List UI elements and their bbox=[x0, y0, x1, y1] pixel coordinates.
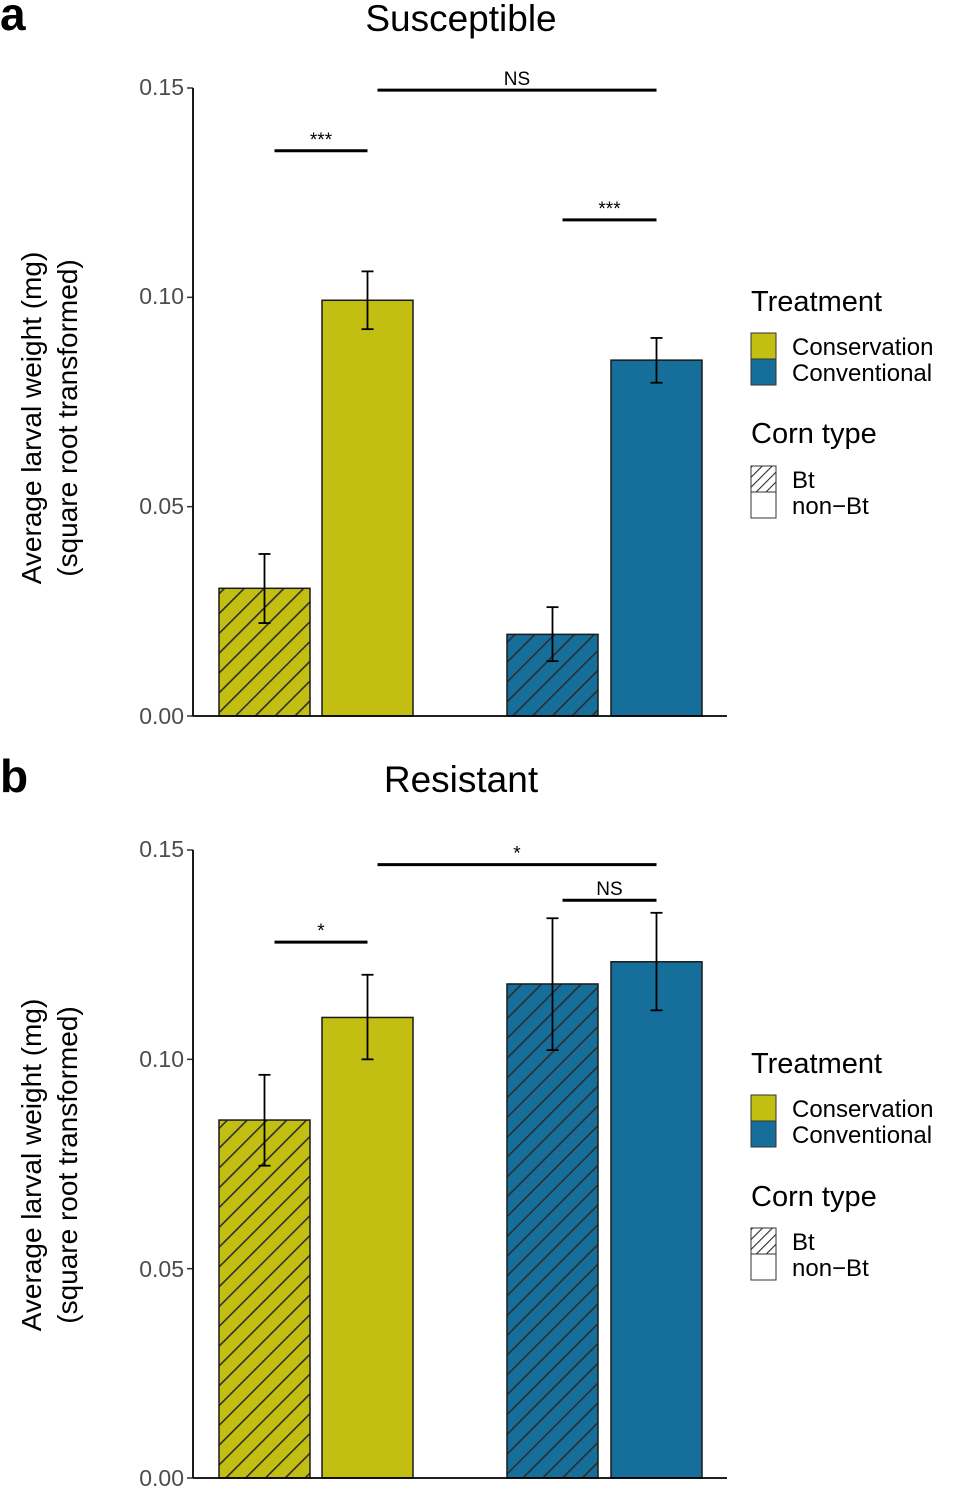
panel-letter: b bbox=[0, 750, 28, 802]
chart-title: Resistant bbox=[384, 759, 539, 800]
y-tick-label: 0.10 bbox=[139, 283, 184, 309]
legend: Treatment Conservation Conventional Corn… bbox=[750, 1048, 933, 1282]
chart-title: Susceptible bbox=[365, 0, 556, 39]
y-axis-label-line2: (square root transformed) bbox=[52, 1006, 83, 1323]
y-tick-label: 0.10 bbox=[139, 1046, 184, 1072]
significance-labels: *** *** NS bbox=[310, 69, 621, 220]
panel-b: b Resistant Average larval weight (mg) (… bbox=[0, 750, 933, 1490]
legend-title-corn-type: Corn type bbox=[751, 1181, 877, 1213]
legend-label-conservation: Conservation bbox=[792, 1096, 933, 1123]
legend-key-non-bt bbox=[750, 491, 777, 519]
legend-key-bt bbox=[750, 465, 777, 493]
y-axis-label-line1: Average larval weight (mg) bbox=[16, 999, 47, 1332]
bar-conventional-bt bbox=[506, 983, 599, 1479]
y-tick-label: 0.05 bbox=[139, 1256, 184, 1282]
panel-a: a Susceptible Average larval weight (mg)… bbox=[0, 0, 933, 729]
y-tick-label: 0.05 bbox=[139, 493, 184, 519]
plot-area bbox=[187, 849, 727, 1479]
y-axis-ticks: 0.00 0.05 0.10 0.15 bbox=[139, 74, 184, 729]
legend-label-non-bt: non−Bt bbox=[792, 1255, 869, 1282]
significance-label: NS bbox=[596, 879, 622, 900]
legend-label-conventional: Conventional bbox=[792, 360, 932, 387]
legend-title-treatment: Treatment bbox=[751, 1048, 882, 1080]
legend-key-conservation bbox=[750, 332, 777, 360]
legend-label-conventional: Conventional bbox=[792, 1122, 932, 1149]
legend-label-conservation: Conservation bbox=[792, 334, 933, 361]
legend-key-conventional bbox=[750, 358, 777, 386]
bar-conservation-non-bt bbox=[321, 1016, 414, 1479]
bar-conventional-non-bt bbox=[610, 961, 703, 1479]
legend-key-conventional bbox=[750, 1120, 777, 1148]
y-tick-label: 0.00 bbox=[139, 1465, 184, 1490]
significance-label: NS bbox=[504, 69, 530, 90]
legend-label-non-bt: non−Bt bbox=[792, 493, 869, 520]
y-axis-ticks: 0.00 0.05 0.10 0.15 bbox=[139, 836, 184, 1490]
bar-conventional-non-bt bbox=[610, 359, 703, 717]
legend-title-treatment: Treatment bbox=[751, 286, 882, 318]
y-tick-label: 0.00 bbox=[139, 703, 184, 729]
plot-area bbox=[187, 87, 727, 717]
panel-letter: a bbox=[0, 0, 26, 40]
significance-label: *** bbox=[598, 199, 621, 220]
legend-key-conservation bbox=[750, 1094, 777, 1122]
y-axis-label-line1: Average larval weight (mg) bbox=[16, 252, 47, 585]
y-tick-label: 0.15 bbox=[139, 74, 184, 100]
bar-conservation-non-bt bbox=[321, 299, 414, 717]
legend-label-bt: Bt bbox=[792, 1229, 815, 1256]
y-axis-label-line2: (square root transformed) bbox=[52, 259, 83, 576]
significance-label: * bbox=[513, 844, 521, 865]
legend: Treatment Conservation Conventional Corn… bbox=[750, 286, 933, 520]
significance-label: * bbox=[317, 921, 325, 942]
legend-key-bt bbox=[750, 1227, 777, 1255]
legend-title-corn-type: Corn type bbox=[751, 418, 877, 450]
legend-key-non-bt bbox=[750, 1253, 777, 1281]
significance-label: *** bbox=[310, 130, 333, 151]
y-tick-label: 0.15 bbox=[139, 836, 184, 862]
bar-conservation-bt bbox=[218, 1119, 311, 1479]
legend-label-bt: Bt bbox=[792, 467, 815, 494]
significance-labels: * NS * bbox=[317, 844, 622, 942]
